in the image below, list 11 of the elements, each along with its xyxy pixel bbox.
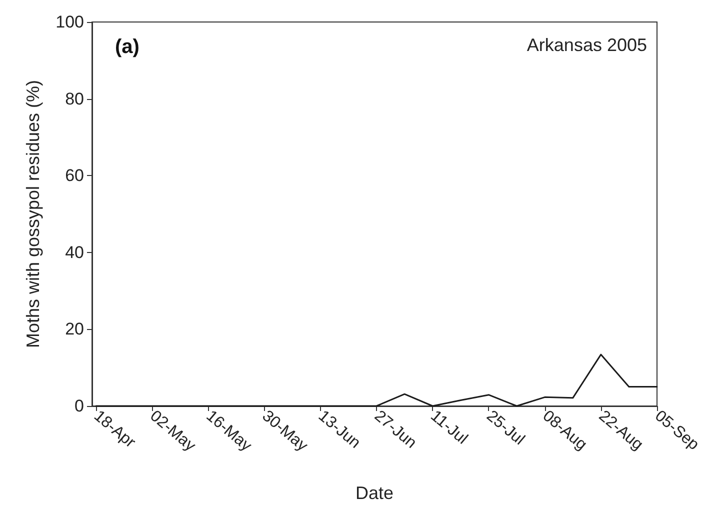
line-series (95, 354, 658, 407)
y-tick-label: 80 (65, 89, 84, 108)
y-tick-label: 0 (74, 396, 84, 416)
text: (a) (115, 36, 140, 58)
y-tick-label: 100 (56, 12, 84, 32)
y-axis-title: Moths with gossypol residues (%) (23, 80, 43, 348)
annotation: Arkansas 2005 (526, 35, 647, 55)
x-axis-title: Date (355, 483, 394, 503)
y-tick-label: 60 (65, 166, 84, 186)
y-tick-label: 20 (65, 320, 84, 339)
y-tick-label: 40 (65, 242, 84, 262)
